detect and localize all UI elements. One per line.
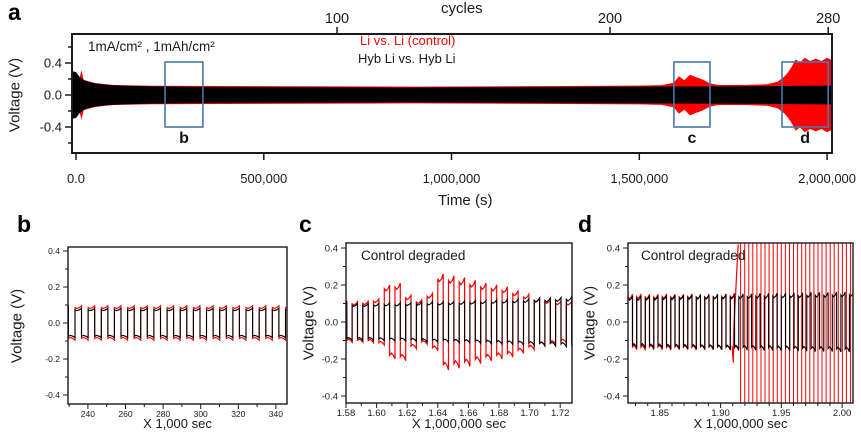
svg-text:1,000,000: 1,000,000 [423,171,481,186]
svg-text:1.70: 1.70 [520,408,539,419]
y-axis-title-c: Voltage (V) [300,285,318,361]
legend-hybrid: Hyb Li vs. Hyb Li [358,51,456,66]
y-axis-title-d: Voltage (V) [581,285,599,361]
svg-text:240: 240 [81,409,95,419]
svg-text:-0.2: -0.2 [322,354,338,365]
svg-text:0.4: 0.4 [44,56,62,71]
svg-text:340: 340 [269,409,283,419]
svg-text:1.66: 1.66 [459,408,478,419]
panel-d-label: d [578,211,593,237]
svg-text:1.60: 1.60 [367,408,386,419]
svg-text:d: d [800,130,810,147]
panel-d-annotation: Control degraded [641,248,746,263]
svg-text:0.4: 0.4 [48,246,60,256]
svg-text:320: 320 [231,409,245,419]
svg-text:-0.2: -0.2 [45,354,60,364]
svg-text:1.90: 1.90 [711,408,730,419]
svg-text:0.2: 0.2 [607,280,620,291]
svg-text:0.2: 0.2 [325,280,338,291]
svg-text:260: 260 [118,409,132,419]
y-axis-title-a: Voltage (V) [6,57,24,133]
svg-text:1.62: 1.62 [398,408,417,419]
svg-text:c: c [687,130,696,147]
svg-text:0.4: 0.4 [607,243,620,254]
svg-text:0.0: 0.0 [44,88,62,103]
x-axis-title-b: X 1,000 sec [143,416,212,431]
svg-text:b: b [179,130,189,147]
svg-text:300: 300 [194,409,208,419]
svg-text:1.95: 1.95 [772,408,791,419]
svg-text:0.2: 0.2 [48,282,60,292]
y-axis-title-b: Voltage (V) [8,288,26,364]
svg-text:200: 200 [598,11,622,27]
svg-text:0.0: 0.0 [325,317,338,328]
panel-c-annotation: Control degraded [361,248,466,263]
panel-c-label: c [299,211,312,237]
svg-text:-0.4: -0.4 [604,391,620,402]
svg-text:0.0: 0.0 [67,171,85,186]
svg-text:2,000,000: 2,000,000 [798,171,856,186]
legend-control: Li vs. Li (control) [360,33,456,48]
x-axis-title-a: Time (s) [438,192,493,209]
svg-text:-0.4: -0.4 [40,120,62,135]
x-axis-title-d: X 1,000,000 sec [693,416,788,431]
svg-text:1.64: 1.64 [429,408,448,419]
svg-text:1.68: 1.68 [490,408,509,419]
svg-text:-0.2: -0.2 [604,354,620,365]
svg-text:1.58: 1.58 [337,408,356,419]
svg-text:2.00: 2.00 [833,408,852,419]
svg-text:500,000: 500,000 [240,171,287,186]
svg-text:0.4: 0.4 [325,243,338,254]
svg-text:0.0: 0.0 [607,317,620,328]
panel-b-label: b [17,211,32,237]
svg-text:-0.4: -0.4 [322,391,338,402]
svg-text:100: 100 [325,11,349,27]
svg-text:1.72: 1.72 [551,408,570,419]
svg-text:0.0: 0.0 [48,318,60,328]
x-axis-title-c: X 1,000,000 sec [412,416,506,431]
svg-text:280: 280 [156,409,170,419]
svg-text:-0.4: -0.4 [45,390,60,400]
svg-text:1,500,000: 1,500,000 [610,171,668,186]
panel-a-annotation: 1mA/cm² , 1mAh/cm² [88,39,215,54]
svg-text:280: 280 [816,11,840,27]
panel-a-label: a [8,0,21,25]
svg-text:1.85: 1.85 [651,408,670,419]
top-axis-title: cycles [441,0,483,17]
